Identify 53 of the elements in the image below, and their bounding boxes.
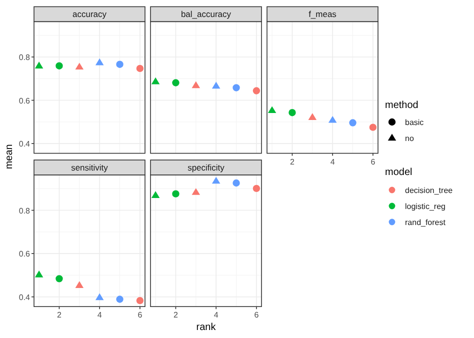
text: method — [385, 100, 418, 111]
x-tick-label: 6 — [138, 310, 143, 320]
legend-label: decision_tree — [405, 186, 454, 195]
point — [34, 270, 44, 278]
y-tick-label: 0.6 — [18, 96, 31, 106]
y-tick-label: 0.6 — [18, 250, 31, 259]
y-tick-label: 0.4 — [18, 140, 31, 149]
point — [192, 81, 200, 88]
point — [212, 82, 220, 89]
y-tick-label: 0.8 — [18, 206, 31, 216]
point — [75, 281, 84, 288]
point — [95, 293, 104, 300]
point — [369, 124, 377, 131]
point — [212, 176, 220, 184]
y-tick-label: 0.4 — [18, 292, 31, 302]
x-tick-label: 4 — [97, 310, 102, 320]
chart-title: bal_accuracy — [180, 9, 232, 20]
chart-title: sensitivity — [71, 162, 109, 172]
point — [136, 296, 144, 304]
text: basic — [405, 118, 424, 127]
x-tick-label: 2 — [290, 157, 295, 166]
point — [192, 188, 200, 195]
chart-title: f_meas — [308, 9, 336, 20]
point — [328, 116, 337, 123]
point — [172, 79, 180, 86]
x-tick-label: 6 — [254, 310, 260, 320]
point — [232, 179, 240, 187]
point — [172, 190, 180, 198]
x-tick-label: 4 — [214, 310, 219, 320]
x-tick-label: 2 — [174, 310, 178, 320]
y-tick-label: 0.8 — [18, 52, 31, 62]
x-tick-label: 2 — [57, 310, 62, 320]
legend-label: logistic_reg — [405, 202, 446, 211]
point — [232, 84, 240, 92]
x-axis-title: rank — [196, 322, 217, 333]
text: no — [405, 134, 414, 143]
point — [116, 296, 124, 303]
point — [252, 184, 260, 192]
point — [56, 275, 63, 282]
x-tick-label: 6 — [370, 157, 376, 166]
point — [151, 191, 160, 198]
point — [252, 87, 260, 94]
point — [151, 77, 160, 84]
x-tick-label: 4 — [330, 157, 336, 166]
point — [288, 109, 296, 116]
y-axis-title: mean — [4, 144, 15, 170]
legend-label: rand_forest — [405, 218, 446, 227]
point — [268, 106, 276, 114]
point — [349, 119, 356, 126]
chart-title: accuracy — [72, 9, 108, 20]
point — [308, 113, 317, 120]
chart-title: specificity — [188, 162, 226, 172]
text: model — [385, 167, 412, 178]
